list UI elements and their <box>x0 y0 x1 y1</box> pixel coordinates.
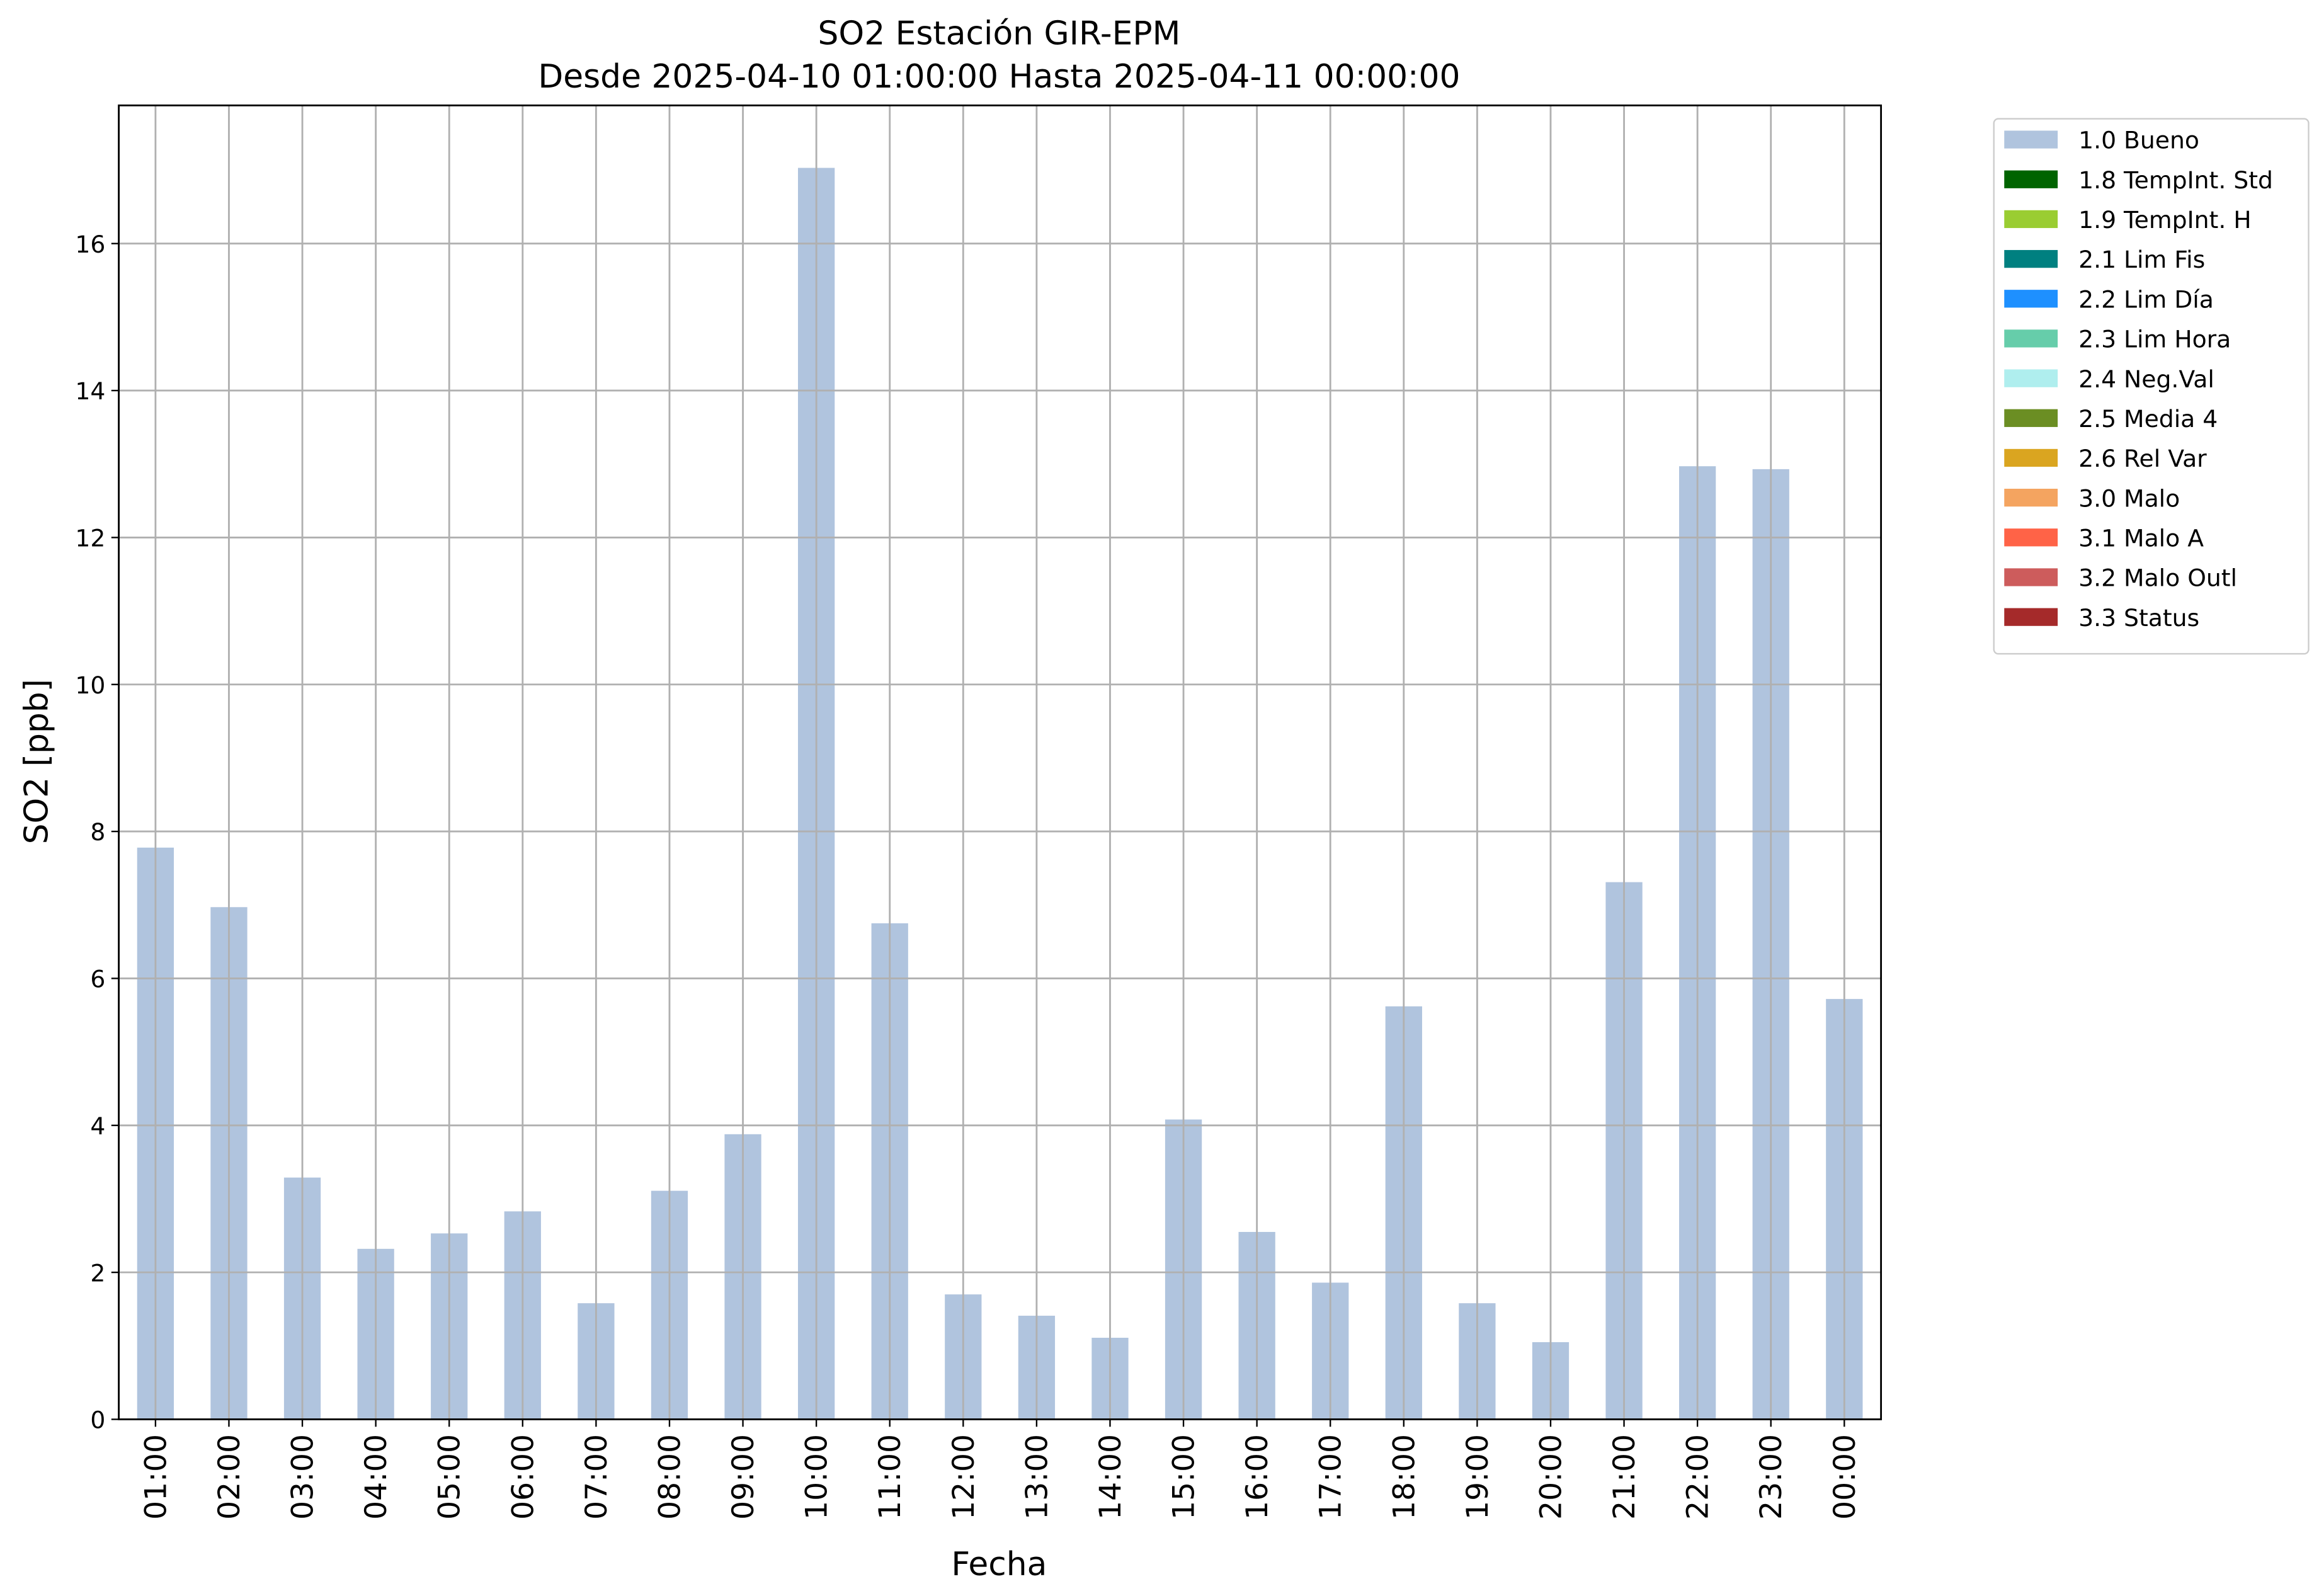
x-tick-label: 21:00 <box>1607 1434 1642 1520</box>
legend-label: 3.1 Malo A <box>2078 524 2204 552</box>
legend-label: 2.6 Rel Var <box>2078 445 2207 472</box>
legend-swatch <box>2004 290 2058 308</box>
legend-swatch <box>2004 249 2058 268</box>
x-tick-label: 11:00 <box>873 1434 908 1520</box>
y-tick-label: 0 <box>90 1406 105 1434</box>
legend-swatch <box>2004 130 2058 149</box>
y-tick-label: 4 <box>90 1112 105 1140</box>
x-tick-label: 16:00 <box>1240 1434 1275 1520</box>
legend-swatch <box>2004 210 2058 229</box>
x-tick-label: 05:00 <box>433 1434 467 1520</box>
legend-label: 1.0 Bueno <box>2078 127 2199 154</box>
legend-label: 2.3 Lim Hora <box>2078 326 2231 353</box>
x-tick-label: 22:00 <box>1681 1434 1716 1520</box>
x-tick-label: 04:00 <box>359 1434 394 1520</box>
legend-label: 1.8 TempInt. Std <box>2078 166 2273 194</box>
x-tick-label: 00:00 <box>1828 1434 1862 1520</box>
x-tick-label: 20:00 <box>1534 1434 1568 1520</box>
plot-area: 0 2 4 6 8 10 12 14 16 01:00 02:00 03:00 04:00 05:00 06… <box>75 104 1883 1520</box>
legend-swatch <box>2004 608 2058 626</box>
y-tick-label: 8 <box>90 818 105 846</box>
legend-label: 2.2 Lim Día <box>2078 285 2214 313</box>
x-tick-label: 19:00 <box>1461 1434 1495 1520</box>
x-tick-label: 03:00 <box>286 1434 321 1520</box>
x-tick-label: 07:00 <box>579 1434 614 1520</box>
x-tick-label: 08:00 <box>652 1434 687 1520</box>
y-tick-label: 12 <box>75 525 105 552</box>
y-tick-label: 6 <box>90 966 105 993</box>
legend-frame <box>1993 118 2310 655</box>
y-axis-label: SO2 [ppb] <box>18 679 55 844</box>
x-tick-label: 17:00 <box>1314 1434 1348 1520</box>
legend-label: 2.5 Media 4 <box>2078 405 2218 433</box>
y-tick-label: 16 <box>75 231 105 258</box>
legend-label: 3.3 Status <box>2078 604 2199 632</box>
y-tick-label: 2 <box>90 1259 105 1287</box>
legend-swatch <box>2004 568 2058 586</box>
legend-swatch <box>2004 170 2058 188</box>
x-tick-label: 01:00 <box>139 1434 173 1520</box>
x-tick-label: 09:00 <box>726 1434 761 1520</box>
legend-label: 1.9 TempInt. H <box>2078 206 2252 234</box>
chart-title: SO2 Estación GIR-EPM <box>818 15 1180 53</box>
x-tick-label: 15:00 <box>1167 1434 1202 1520</box>
legend: 1.0 Bueno 1.8 TempInt. Std 1.9 TempInt. H 2… <box>1993 118 2310 655</box>
x-axis-label: Fecha <box>951 1546 1047 1583</box>
x-tick-label: 06:00 <box>506 1434 540 1520</box>
legend-label: 3.0 Malo <box>2078 484 2180 512</box>
x-tick-label: 12:00 <box>947 1434 981 1520</box>
legend-label: 3.2 Malo Outl <box>2078 564 2237 592</box>
x-tick-label: 02:00 <box>212 1434 247 1520</box>
chart-subtitle: Desde 2025-04-10 01:00:00 Hasta 2025-04-… <box>538 58 1460 96</box>
x-tick-label: 10:00 <box>800 1434 835 1520</box>
plot-frame <box>118 104 1883 1420</box>
legend-swatch <box>2004 369 2058 387</box>
legend-swatch <box>2004 488 2058 507</box>
legend-swatch <box>2004 409 2058 427</box>
legend-label: 2.4 Neg.Val <box>2078 365 2214 393</box>
x-tick-label: 13:00 <box>1020 1434 1054 1520</box>
y-tick-label: 10 <box>75 671 105 699</box>
x-tick-label: 18:00 <box>1387 1434 1422 1520</box>
x-tick-label: 23:00 <box>1754 1434 1789 1520</box>
legend-swatch <box>2004 448 2058 467</box>
legend-swatch <box>2004 329 2058 348</box>
y-tick-label: 14 <box>75 377 105 405</box>
legend-swatch <box>2004 528 2058 547</box>
legend-label: 2.1 Lim Fis <box>2078 246 2205 273</box>
x-tick-label: 14:00 <box>1093 1434 1128 1520</box>
